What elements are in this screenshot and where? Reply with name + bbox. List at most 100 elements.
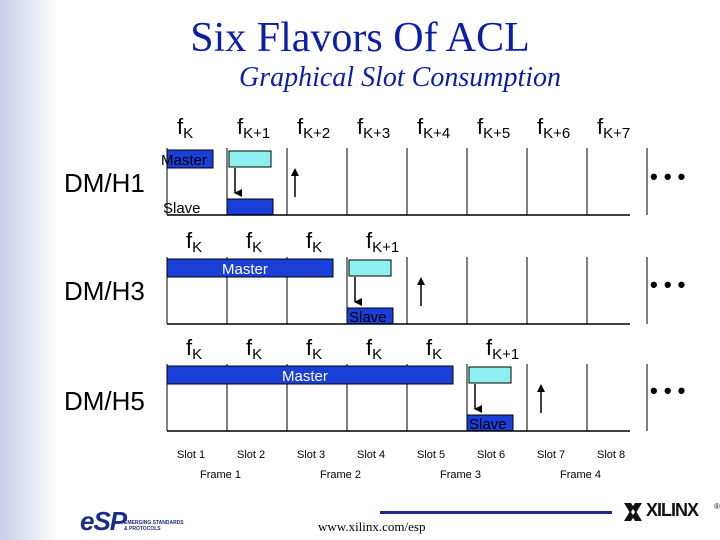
slot-label: Slot 2: [237, 449, 265, 461]
header-freq-label-sub: K+1: [243, 125, 270, 142]
header-freq-label-base: f: [537, 114, 544, 139]
header-freq-label-sub: K+3: [363, 125, 390, 142]
frame-label: Frame 2: [320, 469, 361, 481]
frame-label: Frame 1: [200, 469, 241, 481]
master-label: Master: [161, 152, 207, 169]
footer-url: www.xilinx.com/esp: [318, 519, 426, 534]
header-freq-label-base: f: [357, 114, 364, 139]
row-freq-label-base: f: [246, 335, 253, 360]
slot-label: Slot 8: [597, 449, 625, 461]
slot-label: Slot 3: [297, 449, 325, 461]
row-freq-label: fK+1: [366, 228, 399, 256]
header-freq-label-sub: K+5: [483, 125, 510, 142]
unused-slot-bar: [348, 259, 392, 277]
slide-title: Six Flavors Of ACL: [190, 15, 530, 61]
row-freq-label-base: f: [306, 228, 313, 253]
row-freq-label: fK: [306, 335, 322, 363]
row-freq-label-base: f: [306, 335, 313, 360]
header-freq-label-sub: K+6: [543, 125, 570, 142]
row-freq-label: fK: [246, 335, 262, 363]
row-freq-label-base: f: [186, 335, 193, 360]
xilinx-mark-icon: [624, 503, 642, 521]
header-freq-label: fK+7: [597, 114, 630, 142]
row-freq-label-base: f: [366, 335, 373, 360]
header-freq-label-sub: K+7: [603, 125, 630, 142]
esp-tagline-line2: & PROTOCOLS: [124, 526, 161, 532]
frame-label: Frame 3: [440, 469, 481, 481]
row-freq-label: fK: [246, 228, 262, 256]
header-freq-label-base: f: [297, 114, 304, 139]
slot-label: Slot 1: [177, 449, 205, 461]
row-freq-label-base: f: [246, 228, 253, 253]
slot-label: Slot 4: [357, 449, 385, 461]
master-packet-bar: [166, 365, 454, 385]
header-freq-label-sub: K+2: [303, 125, 330, 142]
slot-label: Slot 6: [477, 449, 505, 461]
continuation-dots: • • •: [650, 272, 685, 297]
row-freq-label-sub: K: [432, 346, 442, 363]
row-freq-label-sub: K: [252, 239, 262, 256]
esp-logo-text: eSP: [80, 506, 127, 536]
master-packet-bar: [166, 258, 334, 278]
row-freq-label-sub: K: [192, 239, 202, 256]
slave-ack-arrowhead: [291, 168, 299, 176]
slave-ack-arrowhead: [417, 277, 425, 285]
master-packet-bar: [166, 149, 214, 169]
master-label: Master: [282, 368, 328, 385]
unused-slot-bar: [228, 150, 272, 168]
slave-label: Slave: [469, 416, 507, 433]
slot-frame-labels: Slot 1 Slot 2 Slot 3 Slot 4 Slot 5 Slot 6 Slot…: [177, 449, 625, 481]
master-label: Master: [222, 261, 268, 278]
row-freq-label-base: f: [426, 335, 433, 360]
header-freq-label-base: f: [237, 114, 244, 139]
slot-label: Slot 7: [537, 449, 565, 461]
row-label: DM/H5: [64, 386, 145, 416]
header-frequency-labels: fK fK+1 fK+2 fK+3 fK+4 fK+5 fK+6 fK+7: [177, 114, 630, 142]
row-freq-label-sub: K: [192, 346, 202, 363]
row-freq-label: fK: [306, 228, 322, 256]
esp-logo-tagline: EMERGING STANDARDS & PROTOCOLS: [124, 520, 184, 532]
row-label: DM/H1: [64, 168, 145, 198]
slave-ack-arrowhead: [537, 384, 545, 392]
xilinx-logo-text: XILINX: [646, 500, 699, 520]
row-freq-label-sub: K+1: [492, 346, 519, 363]
header-freq-label: fK: [177, 114, 193, 142]
row-freq-label: fK+1: [486, 335, 519, 363]
header-freq-label-base: f: [597, 114, 604, 139]
unused-slot-bar: [468, 366, 512, 384]
row-freq-label-sub: K+1: [372, 239, 399, 256]
frame-label: Frame 4: [560, 469, 601, 481]
header-freq-label: fK+5: [477, 114, 510, 142]
row-freq-label-base: f: [186, 228, 193, 253]
row-freq-label-sub: K: [312, 346, 322, 363]
header-freq-label: fK+1: [237, 114, 270, 142]
esp-tagline-line1: EMERGING STANDARDS: [124, 520, 184, 526]
header-freq-label-sub: K: [183, 125, 193, 142]
row-freq-label-base: f: [486, 335, 493, 360]
row-freq-label: fK: [186, 335, 202, 363]
row-freq-label: fK: [426, 335, 442, 363]
row-freq-label-sub: K: [372, 346, 382, 363]
row-freq-label-sub: K: [312, 239, 322, 256]
header-freq-label: fK+3: [357, 114, 390, 142]
row-freq-label-base: f: [366, 228, 373, 253]
header-freq-label: fK+6: [537, 114, 570, 142]
row-freq-label-sub: K: [252, 346, 262, 363]
continuation-dots: • • •: [650, 378, 685, 403]
header-freq-label-base: f: [477, 114, 484, 139]
slot-label: Slot 5: [417, 449, 445, 461]
header-freq-label-base: f: [417, 114, 424, 139]
slave-label: Slave: [349, 309, 387, 326]
header-freq-label: fK+4: [417, 114, 450, 142]
header-freq-label: fK+2: [297, 114, 330, 142]
slave-label: Slave: [163, 200, 201, 217]
continuation-dots: • • •: [650, 164, 685, 189]
row-freq-label: fK: [186, 228, 202, 256]
header-freq-label-sub: K+4: [423, 125, 450, 142]
header-freq-label-base: f: [177, 114, 184, 139]
slave-packet-bar: [226, 198, 274, 216]
